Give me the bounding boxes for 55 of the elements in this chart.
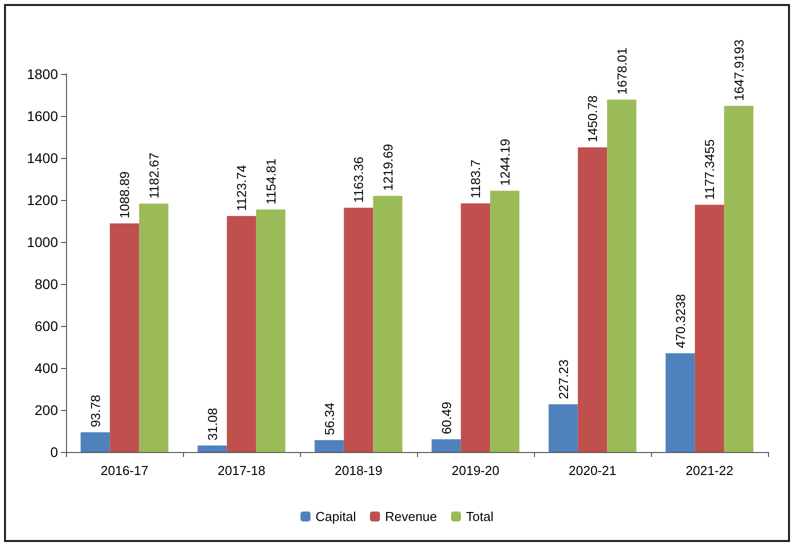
bar: [724, 106, 754, 452]
y-tick-label: 1600: [26, 108, 58, 124]
y-tick-label: 1000: [26, 234, 58, 250]
legend-label: Capital: [316, 509, 356, 524]
x-tick-label: 2016-17: [100, 463, 148, 478]
data-label: 31.08: [204, 408, 220, 440]
bar: [548, 404, 578, 452]
y-tick-label: 1800: [26, 66, 58, 82]
y-tick-label: 800: [34, 276, 58, 292]
x-tick-label: 2017-18: [218, 463, 266, 478]
data-label: 1678.01: [614, 48, 630, 95]
bar: [432, 439, 461, 452]
data-label: 60.49: [438, 402, 454, 434]
data-label: 1177.3455: [702, 139, 717, 200]
bar: [373, 196, 402, 452]
y-tick-label: 1200: [26, 192, 58, 208]
bar: [226, 216, 256, 452]
bar: [80, 432, 110, 452]
y-tick-label: 400: [34, 360, 58, 376]
data-label: 93.78: [88, 394, 103, 428]
data-label: 1183.7: [468, 160, 483, 198]
legend-label: Total: [466, 509, 494, 524]
x-tick-label: 2020-21: [568, 463, 616, 478]
data-label: 1244.19: [497, 138, 512, 186]
y-tick-label: 1400: [26, 150, 58, 166]
bar: [110, 223, 140, 452]
y-tick-label: 600: [34, 318, 58, 334]
data-label: 56.34: [322, 402, 337, 436]
bar: [314, 440, 344, 452]
bar: [490, 190, 520, 452]
data-label: 227.23: [556, 360, 571, 400]
bar: [256, 209, 286, 452]
x-tick-label: 2018-19: [334, 463, 382, 478]
data-label: 1088.89: [117, 171, 132, 218]
y-tick-label: 0: [50, 444, 58, 460]
y-tick-label: 200: [34, 402, 58, 418]
bar: [139, 204, 168, 452]
bar: [607, 100, 636, 452]
data-label: 1182.67: [146, 152, 162, 199]
data-label: 1219.69: [380, 144, 396, 191]
data-label: 1647.9193: [731, 39, 746, 101]
data-label: 470.3238: [672, 294, 688, 348]
x-tick-label: 2021-22: [686, 463, 734, 478]
data-label: 1163.36: [351, 156, 366, 203]
data-label: 1450.78: [585, 95, 600, 142]
x-tick-label: 2019-20: [452, 463, 500, 478]
legend-label: Revenue: [384, 509, 438, 524]
bar: [694, 204, 724, 452]
bar: [344, 208, 374, 452]
data-label: 1154.81: [263, 158, 278, 204]
bar: [198, 445, 227, 452]
bar: [666, 353, 695, 452]
bar: [460, 203, 490, 452]
bar: [578, 147, 608, 452]
data-label: 1123.74: [234, 164, 249, 212]
